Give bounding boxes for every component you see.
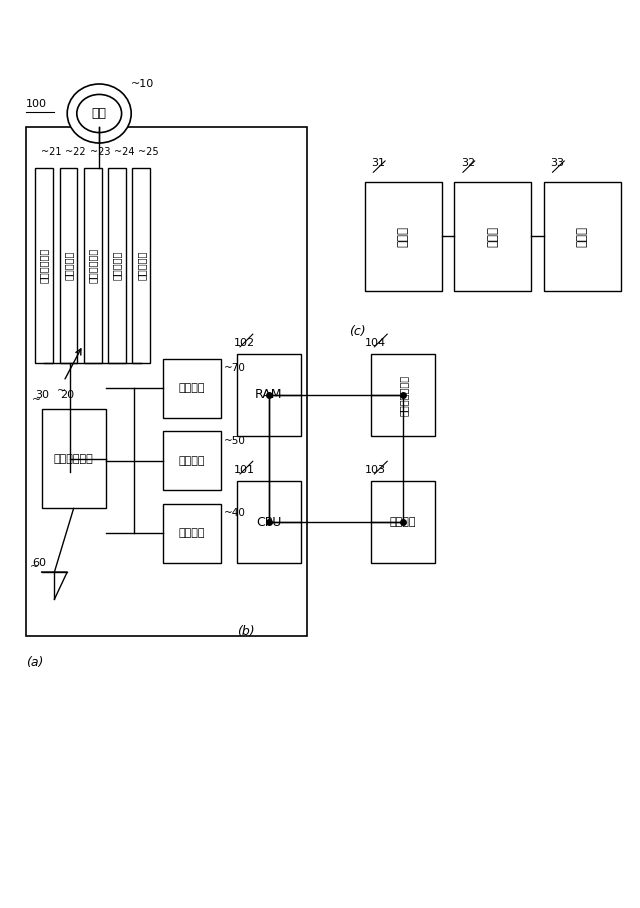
Text: インタフェース: インタフェース — [398, 374, 408, 416]
FancyBboxPatch shape — [132, 168, 150, 363]
Text: ~10: ~10 — [131, 79, 154, 90]
Text: ~: ~ — [58, 386, 67, 396]
Text: ~21: ~21 — [41, 147, 61, 157]
Ellipse shape — [67, 84, 131, 143]
Text: (a): (a) — [26, 656, 43, 669]
Text: 30: 30 — [35, 390, 49, 400]
FancyBboxPatch shape — [35, 168, 53, 363]
Text: CPU: CPU — [256, 516, 282, 528]
Text: ~22: ~22 — [65, 147, 86, 157]
Text: ~: ~ — [30, 562, 39, 572]
FancyBboxPatch shape — [163, 431, 221, 490]
Text: (b): (b) — [237, 625, 255, 637]
Text: 101: 101 — [234, 465, 255, 476]
Text: 60: 60 — [32, 558, 46, 568]
Text: 照度センサ: 照度センサ — [63, 251, 74, 281]
FancyBboxPatch shape — [371, 354, 435, 436]
FancyBboxPatch shape — [454, 182, 531, 291]
Text: ~23: ~23 — [90, 147, 110, 157]
Text: 地磁気センサ: 地磁気センサ — [88, 248, 98, 283]
Text: コントローラ: コントローラ — [54, 453, 93, 464]
Text: 判定部: 判定部 — [397, 225, 410, 247]
Text: 起動部: 起動部 — [486, 225, 499, 247]
Text: 報知装置: 報知装置 — [179, 456, 205, 466]
Text: ~: ~ — [32, 394, 41, 405]
FancyBboxPatch shape — [237, 481, 301, 563]
Text: (c): (c) — [349, 325, 365, 338]
Ellipse shape — [77, 94, 122, 133]
Text: ~50: ~50 — [224, 436, 246, 446]
Text: 電源: 電源 — [92, 107, 107, 120]
FancyBboxPatch shape — [108, 168, 126, 363]
Text: 発光装置: 発光装置 — [179, 528, 205, 538]
Text: 加速度センサ: 加速度センサ — [39, 248, 49, 283]
Text: RAM: RAM — [255, 389, 282, 401]
Text: 31: 31 — [371, 158, 385, 169]
Text: ~24: ~24 — [114, 147, 134, 157]
FancyBboxPatch shape — [60, 168, 77, 363]
Text: 33: 33 — [550, 158, 564, 169]
FancyBboxPatch shape — [163, 504, 221, 563]
Text: 20: 20 — [61, 390, 75, 400]
Text: 気圧センサ: 気圧センサ — [136, 251, 147, 281]
Text: ~25: ~25 — [138, 147, 159, 157]
Text: 100: 100 — [26, 99, 47, 110]
Text: 記憶装置: 記憶装置 — [179, 383, 205, 393]
FancyBboxPatch shape — [544, 182, 621, 291]
FancyBboxPatch shape — [26, 127, 307, 636]
Text: 104: 104 — [365, 338, 386, 349]
Text: 102: 102 — [234, 338, 255, 349]
FancyBboxPatch shape — [84, 168, 102, 363]
Text: 32: 32 — [461, 158, 475, 169]
FancyBboxPatch shape — [163, 359, 221, 418]
FancyBboxPatch shape — [371, 481, 435, 563]
FancyBboxPatch shape — [42, 409, 106, 508]
FancyBboxPatch shape — [237, 354, 301, 436]
Text: ~70: ~70 — [224, 363, 246, 373]
FancyBboxPatch shape — [365, 182, 442, 291]
Text: 温度センサ: 温度センサ — [112, 251, 122, 281]
Text: 103: 103 — [365, 465, 386, 476]
Text: ~40: ~40 — [224, 508, 246, 518]
Text: 制御部: 制御部 — [576, 225, 589, 247]
Text: 記憶装置: 記憶装置 — [390, 517, 417, 528]
